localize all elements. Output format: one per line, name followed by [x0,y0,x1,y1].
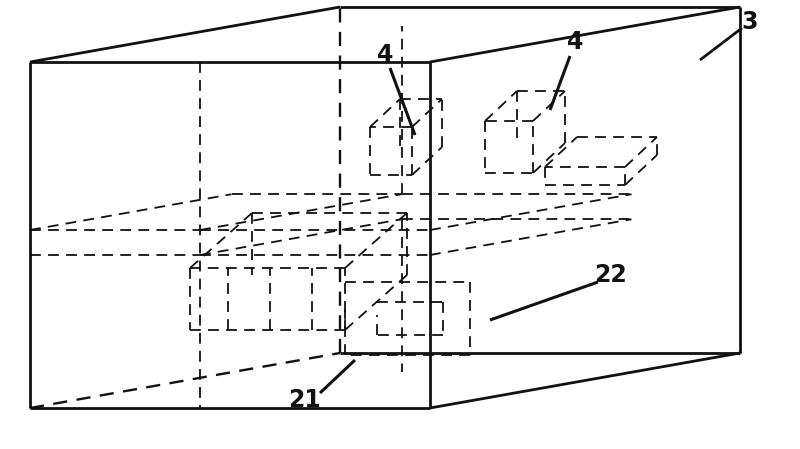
Text: 21: 21 [289,388,322,412]
Text: 3: 3 [742,10,758,34]
Text: 22: 22 [594,263,626,287]
Text: 4: 4 [567,30,583,54]
Text: 4: 4 [377,43,393,67]
